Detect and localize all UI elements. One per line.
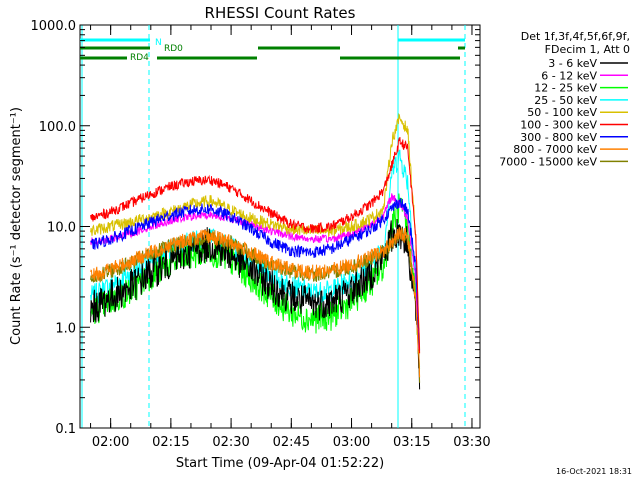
segment-label: N	[155, 38, 162, 48]
x-tick-label: 03:15	[393, 435, 430, 450]
x-tick-label: 03:30	[453, 435, 490, 450]
y-tick-label: 100.0	[39, 120, 76, 135]
legend-entry-label: 300 - 800 keV	[520, 131, 597, 144]
series-line	[90, 227, 421, 378]
legend-entry-label: 3 - 6 keV	[548, 57, 597, 70]
chart-title: RHESSI Count Rates	[205, 4, 356, 22]
series-line	[90, 197, 421, 351]
y-tick-label: 10.0	[47, 221, 76, 236]
x-axis-label: Start Time (09-Apr-04 01:52:22)	[176, 456, 384, 471]
legend-entry-label: 25 - 50 keV	[534, 94, 597, 107]
legend-entry-label: 6 - 12 keV	[541, 69, 597, 82]
segment-label: RD0	[164, 44, 183, 54]
legend-entry-label: 7000 - 15000 keV	[499, 155, 597, 168]
legend-entry-label: 100 - 300 keV	[520, 119, 597, 132]
legend-entry-label: 12 - 25 keV	[534, 82, 597, 95]
series-lines	[90, 112, 421, 390]
y-axis: 0.1 1.0 10.0 100.0 1000.0	[31, 19, 480, 437]
legend-header-line-2: FDecim 1, Att 0	[545, 43, 630, 56]
segment-label: RD4	[130, 53, 149, 63]
x-axis: 02:00 02:15 02:30 02:45 03:00 03:15 03:30	[90, 25, 491, 450]
x-tick-label: 03:00	[333, 435, 370, 450]
legend-entry-label: 50 - 100 keV	[527, 106, 597, 119]
y-tick-label: 0.1	[55, 422, 76, 437]
legend-header-line-1: Det 1f,3f,4f,5f,6f,9f,	[521, 30, 630, 43]
series-line	[90, 136, 421, 354]
plot-timestamp: 16-Oct-2021 18:31	[556, 467, 632, 476]
series-line	[90, 112, 421, 350]
x-tick-label: 02:00	[92, 435, 129, 450]
y-tick-label: 1000.0	[31, 19, 77, 34]
series-line	[90, 218, 421, 390]
y-tick-label: 1.0	[55, 321, 76, 336]
legend: Det 1f,3f,4f,5f,6f,9f, FDecim 1, Att 0 3…	[499, 30, 630, 168]
x-tick-label: 02:15	[152, 435, 189, 450]
y-axis-label: Count Rate (s⁻¹ detector segment⁻¹)	[9, 107, 24, 345]
x-tick-label: 02:45	[273, 435, 310, 450]
legend-entry-label: 800 - 7000 keV	[513, 143, 597, 156]
x-tick-label: 02:30	[212, 435, 249, 450]
